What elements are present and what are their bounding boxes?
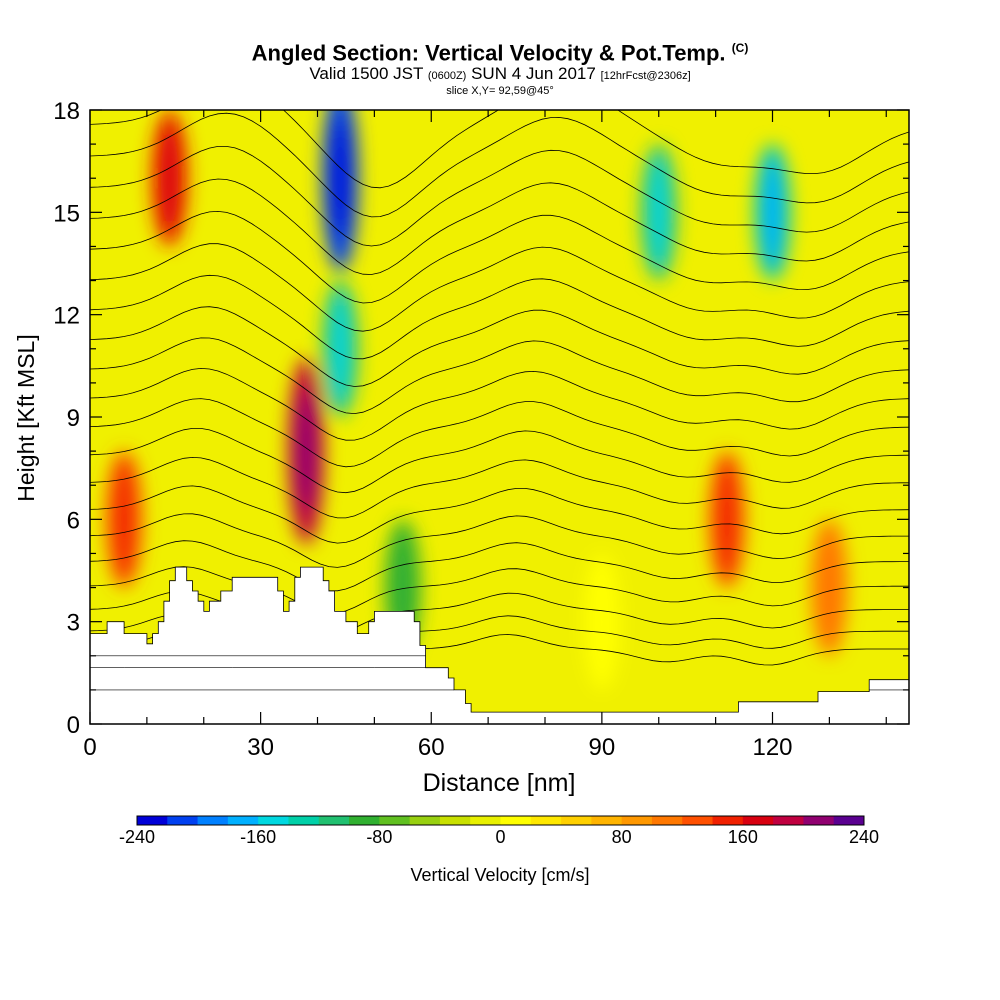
isentrope-7 <box>90 456 909 519</box>
isentrope-3 <box>90 566 909 615</box>
colorbar-swatch <box>197 816 229 825</box>
velocity-core-2 <box>297 391 316 512</box>
isentrope-10 <box>90 367 909 441</box>
colorbar-tick-label: -160 <box>240 827 276 847</box>
colorbar-tick-label: 80 <box>612 827 632 847</box>
x-tick-label: 30 <box>247 734 274 761</box>
colorbar-tick-label: -240 <box>119 827 155 847</box>
x-tick-label: 90 <box>589 734 616 761</box>
velocity-core-4 <box>331 288 350 409</box>
isentrope-18 <box>90 112 909 218</box>
colorbar-swatch <box>318 816 350 825</box>
colorbar-swatch <box>409 816 441 825</box>
colorbar-swatch <box>773 816 804 825</box>
velocity-core-6 <box>649 152 668 273</box>
velocity-core-3 <box>331 118 350 239</box>
colorbar-swatch <box>530 816 562 825</box>
terrain <box>90 566 909 724</box>
x-tick-label: 60 <box>418 734 445 761</box>
isentrope-11 <box>90 337 909 415</box>
x-axis-label: Distance [nm] <box>423 769 576 797</box>
colorbar-swatch <box>682 816 714 825</box>
colorbar-swatch <box>561 816 592 825</box>
colorbar-tick-label: 240 <box>849 827 879 847</box>
y-axis-label: Height [Kft MSL] <box>13 334 39 501</box>
y-tick-label: 15 <box>53 200 80 227</box>
isentrope-8 <box>90 428 909 494</box>
valid-zulu: (0600Z) <box>427 70 467 83</box>
colorbar-tick-label: 160 <box>728 827 758 847</box>
x-tick-label: 0 <box>83 734 96 761</box>
colorbar-swatch <box>470 816 501 825</box>
plot-area <box>90 110 909 724</box>
colorbar-swatch <box>439 816 471 825</box>
colorbar-swatch <box>591 816 623 825</box>
slice-info: slice X,Y= 92,59@45° <box>446 85 554 98</box>
isentrope-16 <box>90 178 909 275</box>
isentrope-17 <box>90 146 909 247</box>
colorbar-swatch <box>621 816 653 825</box>
velocity-feature-10 <box>583 553 620 691</box>
colorbar-swatch <box>833 816 865 825</box>
y-tick-label: 0 <box>67 712 80 739</box>
isentrope-9 <box>90 398 909 468</box>
y-tick-label: 12 <box>53 303 80 330</box>
y-tick-label: 18 <box>53 98 80 125</box>
colorbar-swatch <box>742 816 774 825</box>
axis-ticks: 0 30 60 90 120 0 3 6 9 12 15 18 <box>53 98 909 761</box>
velocity-core-1 <box>115 459 134 580</box>
colorbar-tick-label: -80 <box>366 827 392 847</box>
isentrope-12 <box>90 306 909 387</box>
isentrope-14 <box>90 243 909 332</box>
colorbar-swatch <box>258 816 289 825</box>
colorbar-swatch <box>712 816 744 825</box>
colorbar-swatch <box>137 816 168 825</box>
x-tick-label: 120 <box>752 734 792 761</box>
colorbar-swatch <box>349 816 380 825</box>
forecast-info: [12hrFcst@2306z] <box>600 70 691 83</box>
colorbar: -240 -160 -80 0 80 160 240 <box>119 815 879 847</box>
copyright-mark: (C) <box>731 41 749 55</box>
isentrope-15 <box>90 210 909 304</box>
y-tick-label: 3 <box>67 610 80 637</box>
colorbar-label: Vertical Velocity [cm/s] <box>410 865 589 885</box>
velocity-core-0 <box>160 118 179 239</box>
terrain-strata <box>90 655 909 691</box>
potential-temperature-contours <box>90 110 909 672</box>
isentrope-13 <box>90 274 909 360</box>
colorbar-swatch <box>651 816 683 825</box>
valid-time: Valid 1500 JST <box>309 64 424 84</box>
colorbar-swatch <box>500 816 532 825</box>
colorbar-swatch <box>288 816 320 825</box>
colorbar-tick-label: 0 <box>495 827 505 847</box>
isentrope-5 <box>90 513 909 568</box>
isentrope-19 <box>90 110 909 189</box>
velocity-core-7 <box>763 152 782 273</box>
colorbar-swatch <box>227 816 259 825</box>
colorbar-swatch <box>167 816 199 825</box>
chart-title: Angled Section: Vertical Velocity & Pot.… <box>251 40 726 66</box>
velocity-feature-9 <box>811 519 848 656</box>
isentrope-6 <box>90 485 909 544</box>
y-tick-label: 9 <box>67 405 80 432</box>
y-tick-label: 6 <box>67 507 80 534</box>
velocity-core-8 <box>718 459 736 580</box>
colorbar-frame <box>136 815 865 826</box>
colorbar-swatch <box>803 816 835 825</box>
colorbar-swatch <box>379 816 411 825</box>
valid-date: SUN 4 Jun 2017 <box>471 64 596 84</box>
isentrope-4 <box>90 540 909 592</box>
